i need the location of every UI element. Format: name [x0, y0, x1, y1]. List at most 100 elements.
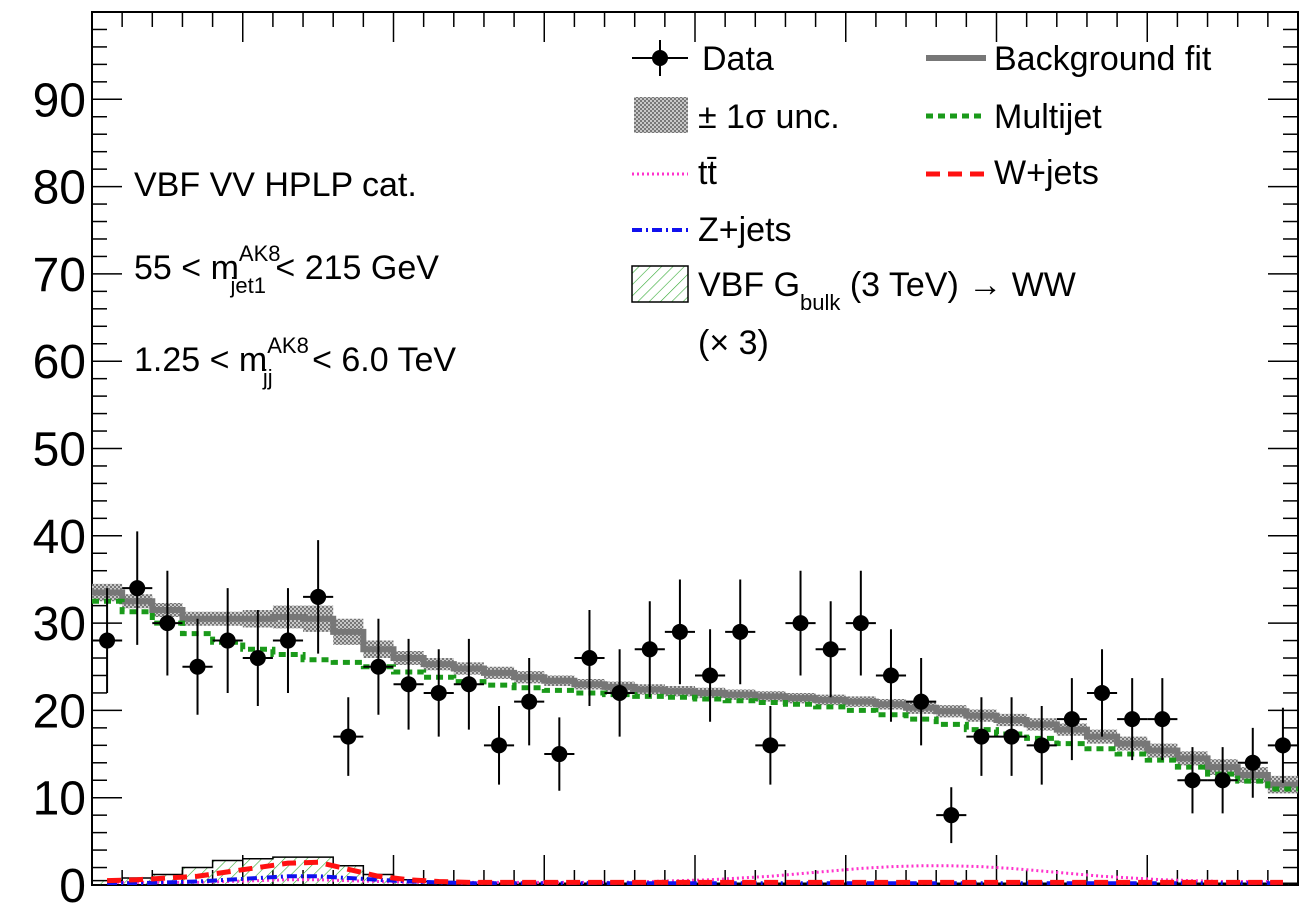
data-marker: [882, 667, 899, 684]
multijet-line: [92, 598, 1298, 792]
y-tick-label: 10: [33, 773, 86, 826]
annotation-dijet-mass: 1.25 < mAK8 jj < 6.0 TeV: [134, 333, 456, 390]
data-marker: [521, 693, 538, 710]
data-marker: [1063, 711, 1080, 728]
data-marker: [249, 650, 266, 667]
data-point: [272, 588, 304, 693]
data-marker: [129, 580, 146, 597]
data-marker: [581, 650, 598, 667]
data-marker: [852, 615, 869, 632]
data-point: [966, 697, 997, 776]
y-tick-label: 50: [33, 424, 86, 477]
data-point: [1086, 649, 1118, 737]
data-point: [212, 588, 243, 693]
data-marker: [400, 676, 417, 693]
data-point: [574, 610, 605, 707]
legend-label-multijet: Multijet: [994, 98, 1102, 136]
y-tick-label: 20: [33, 685, 86, 738]
legend-entry-zjets: Z+jets: [632, 211, 792, 249]
data-point: [453, 638, 484, 730]
data-marker: [1094, 684, 1111, 701]
data-point: [1117, 678, 1148, 761]
data-point: [1267, 707, 1298, 783]
legend-label-uncertainty: ± 1σ unc.: [698, 98, 840, 136]
data-point: [303, 540, 334, 654]
data-point: [242, 610, 273, 707]
data-marker: [641, 641, 658, 658]
data-marker: [671, 623, 688, 640]
data-marker: [189, 658, 206, 675]
data-marker: [159, 615, 176, 632]
y-tick-label: 90: [33, 74, 86, 127]
data-marker: [762, 737, 779, 754]
data-point: [936, 787, 967, 844]
data-point: [514, 658, 545, 746]
legend-label-zjets: Z+jets: [698, 211, 792, 249]
data-marker: [1184, 772, 1201, 789]
data-marker: [310, 588, 327, 605]
legend-label-data: Data: [702, 40, 774, 78]
data-marker: [822, 641, 839, 658]
legend-entry-ttbar: tt̄: [632, 154, 717, 192]
data-point: [815, 601, 846, 698]
data-marker: [279, 632, 296, 649]
data-point: [483, 706, 515, 785]
y-tick-label: 70: [33, 249, 86, 302]
ttbar-line: [107, 864, 1283, 884]
data-point: [634, 601, 665, 698]
data-point: [725, 579, 756, 685]
legend-entry-multijet: Multijet: [926, 98, 1102, 136]
data-point: [1026, 706, 1057, 785]
data-marker: [732, 623, 749, 640]
data-point: [333, 697, 364, 776]
data-marker: [219, 632, 236, 649]
data-point: [845, 570, 876, 676]
legend-entry-data: Data: [632, 40, 774, 78]
data-point: [695, 629, 726, 722]
data-point: [996, 697, 1027, 776]
data-point: [755, 706, 786, 785]
data-point: [182, 618, 213, 715]
data-marker: [340, 728, 357, 745]
data-marker: [491, 737, 508, 754]
data-marker: [460, 676, 477, 693]
data-point: [604, 649, 635, 737]
data-marker: [913, 693, 930, 710]
data-marker: [943, 807, 960, 824]
y-tick-labels: 0 10 20 30 40 50 60 70 80 90: [33, 74, 86, 911]
y-tick-label: 30: [33, 598, 86, 651]
y-tick-label: 80: [33, 162, 86, 215]
data-point: [92, 588, 123, 693]
data-marker: [1214, 772, 1231, 789]
data-point: [122, 531, 153, 645]
annotation-jet-mass: 55 < mAK8 jet1 < 215 GeV: [134, 241, 439, 298]
legend-label-wjets: W+jets: [994, 154, 1099, 192]
legend: Data Background fit ± 1σ unc. Multijet t…: [631, 40, 1212, 362]
data-point: [1207, 747, 1238, 814]
data-point: [664, 579, 695, 685]
legend-label-ttbar: tt̄: [698, 154, 717, 192]
annotation-category: VBF VV HPLP cat.: [134, 166, 417, 204]
zjets-line: [107, 874, 1283, 885]
data-marker: [1274, 737, 1291, 754]
legend-label-signal-scale: (× 3): [698, 324, 769, 362]
data-point: [1237, 727, 1268, 798]
data-marker: [1124, 711, 1141, 728]
data-marker: [792, 615, 809, 632]
data-marker: [1154, 711, 1171, 728]
data-point: [152, 570, 183, 676]
legend-label-signal: VBF Gbulk (3 TeV) → WW: [698, 266, 1076, 315]
data-marker: [370, 658, 387, 675]
data-marker: [430, 684, 447, 701]
y-tick-label: 40: [33, 511, 86, 564]
data-point: [393, 638, 424, 730]
data-marker: [611, 684, 628, 701]
data-point: [785, 570, 816, 676]
data-point: [1056, 678, 1087, 761]
legend-entry-uncertainty: ± 1σ unc.: [634, 97, 840, 136]
data-points: [92, 531, 1298, 844]
data-marker: [99, 632, 116, 649]
data-marker: [702, 667, 719, 684]
data-point: [423, 649, 454, 737]
